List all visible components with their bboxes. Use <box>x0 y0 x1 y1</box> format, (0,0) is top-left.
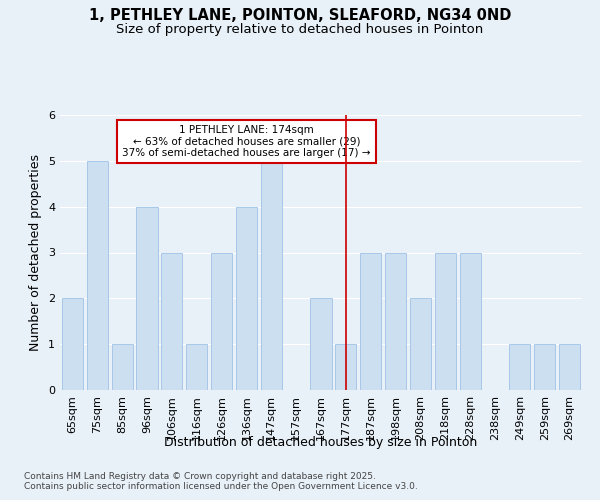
Bar <box>460 252 481 390</box>
Bar <box>236 206 257 390</box>
Bar <box>360 252 381 390</box>
Bar <box>211 252 232 390</box>
Bar <box>112 344 133 390</box>
Y-axis label: Number of detached properties: Number of detached properties <box>29 154 43 351</box>
Bar <box>62 298 83 390</box>
Bar <box>186 344 207 390</box>
Bar <box>335 344 356 390</box>
Text: 1, PETHLEY LANE, POINTON, SLEAFORD, NG34 0ND: 1, PETHLEY LANE, POINTON, SLEAFORD, NG34… <box>89 8 511 22</box>
Bar <box>410 298 431 390</box>
Bar <box>509 344 530 390</box>
Bar <box>559 344 580 390</box>
Bar <box>435 252 456 390</box>
Text: Contains HM Land Registry data © Crown copyright and database right 2025.: Contains HM Land Registry data © Crown c… <box>24 472 376 481</box>
Text: Size of property relative to detached houses in Pointon: Size of property relative to detached ho… <box>116 22 484 36</box>
Bar <box>310 298 332 390</box>
Bar <box>261 161 282 390</box>
Bar <box>87 161 108 390</box>
Bar <box>385 252 406 390</box>
Text: Distribution of detached houses by size in Pointon: Distribution of detached houses by size … <box>164 436 478 449</box>
Bar <box>136 206 158 390</box>
Bar <box>534 344 555 390</box>
Text: Contains public sector information licensed under the Open Government Licence v3: Contains public sector information licen… <box>24 482 418 491</box>
Text: 1 PETHLEY LANE: 174sqm
← 63% of detached houses are smaller (29)
37% of semi-det: 1 PETHLEY LANE: 174sqm ← 63% of detached… <box>122 125 371 158</box>
Bar <box>161 252 182 390</box>
